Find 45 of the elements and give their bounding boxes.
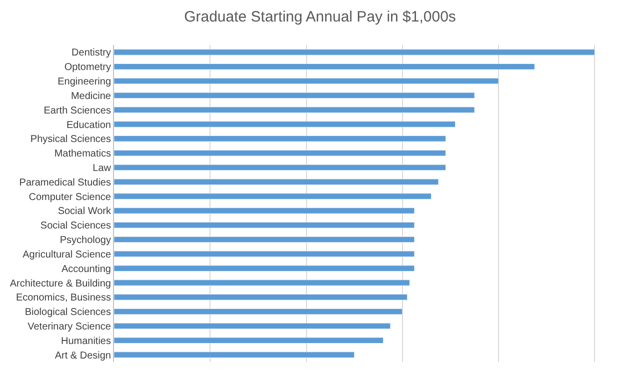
y-tick-label: Agricultural Science (22, 249, 112, 260)
y-tick-label: Social Work (58, 206, 112, 218)
bar (114, 308, 403, 315)
y-tick-label: Mathematics (54, 148, 111, 160)
y-tick-label: Economics, Business (16, 292, 111, 304)
y-tick-label: Engineering (58, 76, 111, 88)
y-tick-label: Biological Sciences (24, 307, 111, 318)
bar (114, 63, 535, 70)
y-tick-label: Psychology (60, 235, 111, 246)
y-tick-label: Social Sciences (40, 220, 111, 232)
bar (114, 236, 415, 243)
bar (114, 222, 415, 228)
bar (114, 265, 415, 272)
bar (114, 150, 446, 156)
y-tick-label: Physical Sciences (30, 134, 111, 146)
bar (114, 106, 475, 113)
y-tick-label: Optometry (64, 62, 111, 74)
y-tick-label: Paramedical Studies (19, 177, 111, 188)
y-tick-label: Computer Science (28, 192, 112, 203)
y-tick-label: Medicine (70, 90, 112, 102)
y-tick-label: Art & Design (54, 350, 111, 362)
y-tick-label: Veterinary Science (28, 321, 112, 332)
y-tick-label: Architecture & Building (10, 278, 111, 290)
bar (114, 294, 408, 300)
bar (114, 164, 446, 171)
bar (114, 280, 410, 286)
bar (114, 193, 432, 200)
y-tick-label: Education (66, 120, 111, 131)
chart-title: Graduate Starting Annual Pay in $1,000s (184, 8, 456, 26)
bar (114, 250, 415, 258)
bar (114, 121, 456, 128)
bar (114, 78, 499, 84)
bar (114, 337, 384, 344)
bar (114, 322, 391, 330)
bar (114, 92, 475, 99)
y-tick-label: Humanities (60, 336, 111, 347)
y-tick-label: Earth Sciences (44, 105, 111, 116)
bar (114, 136, 446, 142)
y-tick-label: Accounting (62, 264, 111, 275)
y-tick-label: Law (92, 162, 112, 174)
y-tick-label: Dentistry (72, 48, 111, 59)
bar (114, 49, 595, 56)
bar (114, 178, 439, 186)
bar (114, 208, 415, 214)
bar (114, 352, 355, 358)
